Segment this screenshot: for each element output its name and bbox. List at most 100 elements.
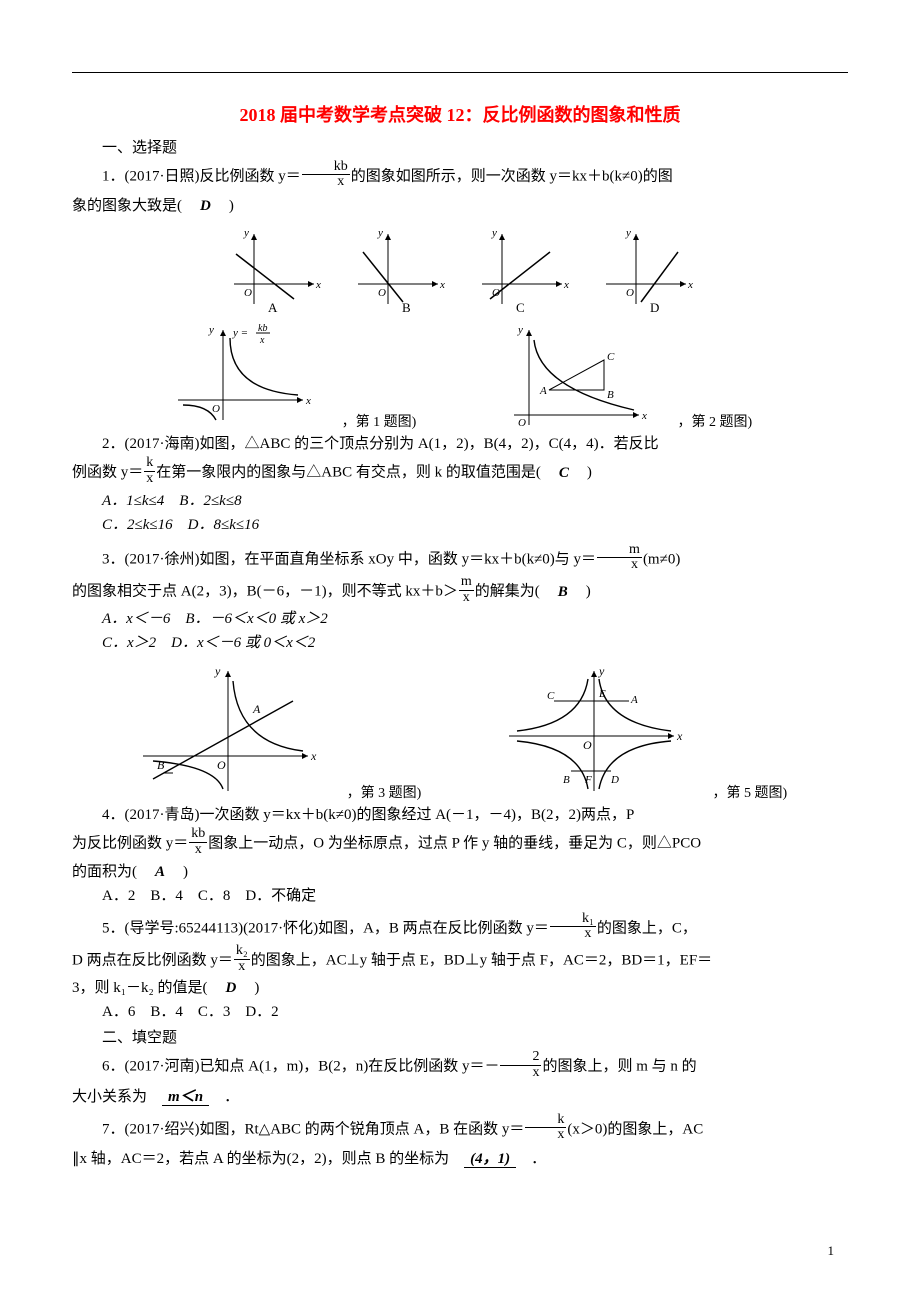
svg-text:O: O: [212, 403, 220, 415]
q5-line2: D 两点在反比例函数 y＝k₂x的图象上，AC⊥y 轴于点 E，BD⊥y 轴于点…: [72, 946, 848, 976]
svg-text:kb: kb: [258, 323, 267, 334]
svg-text:A: A: [252, 702, 261, 716]
svg-text:A: A: [268, 300, 278, 314]
svg-text:y: y: [243, 227, 249, 239]
q6-line2: 大小关系为 m＜n ．: [72, 1085, 848, 1109]
svg-text:y: y: [491, 227, 497, 239]
fig-row-2: x y O A B ，第 3 题图) x y O: [72, 661, 848, 801]
q1-opt-c-graph: x y O C: [472, 224, 572, 314]
fig1-caption-b: ，第 2 题图): [678, 416, 753, 430]
svg-text:B: B: [157, 758, 165, 772]
svg-text:O: O: [583, 738, 592, 752]
q5-frac1: k₁x: [550, 912, 596, 942]
page-number: 1: [0, 1241, 920, 1262]
svg-text:A: A: [539, 385, 547, 397]
page-title: 2018 届中考数学考点突破 12：反比例函数的图象和性质: [72, 101, 848, 130]
q5-answer: D: [225, 980, 236, 996]
svg-text:D: D: [650, 300, 659, 314]
q7-line2: ∥x 轴，AC＝2，若点 A 的坐标为(2，2)，则点 B 的坐标为 (4，1)…: [72, 1147, 848, 1171]
q3: 3．(2017·徐州)如图，在平面直角坐标系 xOy 中，函数 y＝kx＋b(k…: [72, 545, 848, 575]
q7-frac: kx: [525, 1113, 566, 1143]
svg-text:x: x: [676, 729, 683, 743]
q6: 6．(2017·河南)已知点 A(1，m)，B(2，n)在反比例函数 y＝－2x…: [72, 1052, 848, 1082]
q3-line2: 的图象相交于点 A(2，3)，B(－6，－1)，则不等式 kx＋b＞mx的解集为…: [72, 577, 848, 607]
q1-given-graph: x y O y = kb x: [168, 320, 318, 430]
page: 2018 届中考数学考点突破 12：反比例函数的图象和性质 一、选择题 1．(2…: [0, 0, 920, 1211]
svg-text:A: A: [630, 694, 638, 706]
q4-frac: kbx: [189, 827, 207, 857]
q3-opts-b: C．x＞2 D．x＜－6 或 0＜x＜2: [72, 631, 848, 655]
svg-text:x: x: [305, 395, 311, 407]
svg-text:E: E: [598, 688, 606, 700]
q2-opts-b: C．2≤k≤16 D．8≤k≤16: [72, 513, 848, 537]
svg-text:C: C: [607, 351, 615, 363]
q2-frac: kx: [144, 456, 155, 486]
q1-opt-b-graph: x y O B: [348, 224, 448, 314]
q2-graph: x y O A B C: [504, 320, 654, 430]
svg-text:y: y: [517, 324, 523, 336]
section-1-heading: 一、选择题: [72, 136, 848, 160]
svg-text:x: x: [641, 410, 647, 422]
svg-text:y: y: [208, 324, 214, 336]
svg-text:O: O: [518, 417, 526, 429]
q3-answer: B: [558, 584, 568, 600]
section-2-heading: 二、填空题: [72, 1026, 848, 1050]
fig3-caption-b: ，第 5 题图): [713, 787, 788, 801]
fig1-caption-a: ，第 1 题图): [342, 416, 417, 430]
svg-text:O: O: [217, 758, 226, 772]
q3-opts-a: A．x＜－6 B．－6＜x＜0 或 x＞2: [72, 607, 848, 631]
q1-opt-d-graph: x y O D: [596, 224, 696, 314]
svg-text:D: D: [610, 774, 619, 786]
svg-text:O: O: [378, 287, 386, 299]
fig-row-1b: x y O y = kb x ，第 1 题图) x y O A: [72, 320, 848, 430]
q2-opts-a: A．1≤k≤4 B．2≤k≤8: [72, 489, 848, 513]
top-rule: [72, 72, 848, 73]
q1-answer: D: [200, 198, 211, 214]
q5-graph: x y O C E A B F D: [499, 661, 689, 801]
q1: 1．(2017·日照)反比例函数 y＝kbx的图象如图所示，则一次函数 y＝kx…: [72, 162, 848, 192]
q4: 4．(2017·青岛)一次函数 y＝kx＋b(k≠0)的图象经过 A(－1，－4…: [72, 803, 848, 827]
q3-frac2: mx: [459, 575, 474, 605]
svg-text:B: B: [563, 774, 570, 786]
q3-frac1: mx: [597, 543, 642, 573]
svg-text:x: x: [687, 279, 693, 291]
svg-text:x: x: [315, 279, 321, 291]
svg-text:x: x: [439, 279, 445, 291]
svg-text:B: B: [607, 389, 614, 401]
q1-text-b: 的图象如图所示，则一次函数 y＝kx＋b(k≠0)的图: [351, 168, 673, 184]
q7: 7．(2017·绍兴)如图，Rt△ABC 的两个锐角顶点 A，B 在函数 y＝k…: [72, 1115, 848, 1145]
svg-text:C: C: [547, 690, 555, 702]
svg-text:y: y: [214, 664, 221, 678]
svg-text:y: y: [377, 227, 383, 239]
q1-opt-a-graph: x y O A: [224, 224, 324, 314]
q2: 2．(2017·海南)如图，△ABC 的三个顶点分别为 A(1，2)，B(4，2…: [72, 432, 848, 456]
fig3-caption-a: ，第 3 题图): [347, 787, 422, 801]
svg-text:y: y: [598, 664, 605, 678]
q4-line2: 为反比例函数 y＝kbx图象上一动点，O 为坐标原点，过点 P 作 y 轴的垂线…: [72, 829, 848, 859]
q5-opts: A．6 B．4 C．3 D．2: [72, 1000, 848, 1024]
svg-text:x: x: [310, 749, 317, 763]
q6-answer: m＜n: [162, 1089, 209, 1106]
q5-frac2: k₂x: [234, 944, 250, 974]
q6-frac: 2x: [500, 1050, 541, 1080]
q5: 5．(导学号:65244113)(2017·怀化)如图，A，B 两点在反比例函数…: [72, 914, 848, 944]
svg-text:O: O: [626, 287, 634, 299]
q1-frac: kbx: [302, 160, 350, 190]
svg-text:x: x: [563, 279, 569, 291]
q4-opts: A．2 B．4 C．8 D．不确定: [72, 884, 848, 908]
svg-text:y =: y =: [232, 327, 248, 339]
q2-line2: 例函数 y＝kx在第一象限内的图象与△ABC 有交点，则 k 的取值范围是( C…: [72, 458, 848, 488]
svg-text:y: y: [625, 227, 631, 239]
q1-line2: 象的图象大致是( D ): [72, 194, 848, 218]
q2-answer: C: [559, 465, 569, 481]
svg-text:C: C: [516, 300, 525, 314]
svg-text:O: O: [244, 287, 252, 299]
svg-text:F: F: [584, 774, 592, 786]
svg-text:B: B: [402, 300, 411, 314]
q4-answer: A: [155, 864, 165, 880]
q1-text-a: 1．(2017·日照)反比例函数 y＝: [102, 168, 301, 184]
q5-line3: 3，则 k₁－k₂ 的值是( D ): [72, 976, 848, 1000]
q7-answer: (4，1): [464, 1151, 516, 1168]
q4-line3: 的面积为( A ): [72, 860, 848, 884]
svg-text:x: x: [259, 335, 265, 346]
